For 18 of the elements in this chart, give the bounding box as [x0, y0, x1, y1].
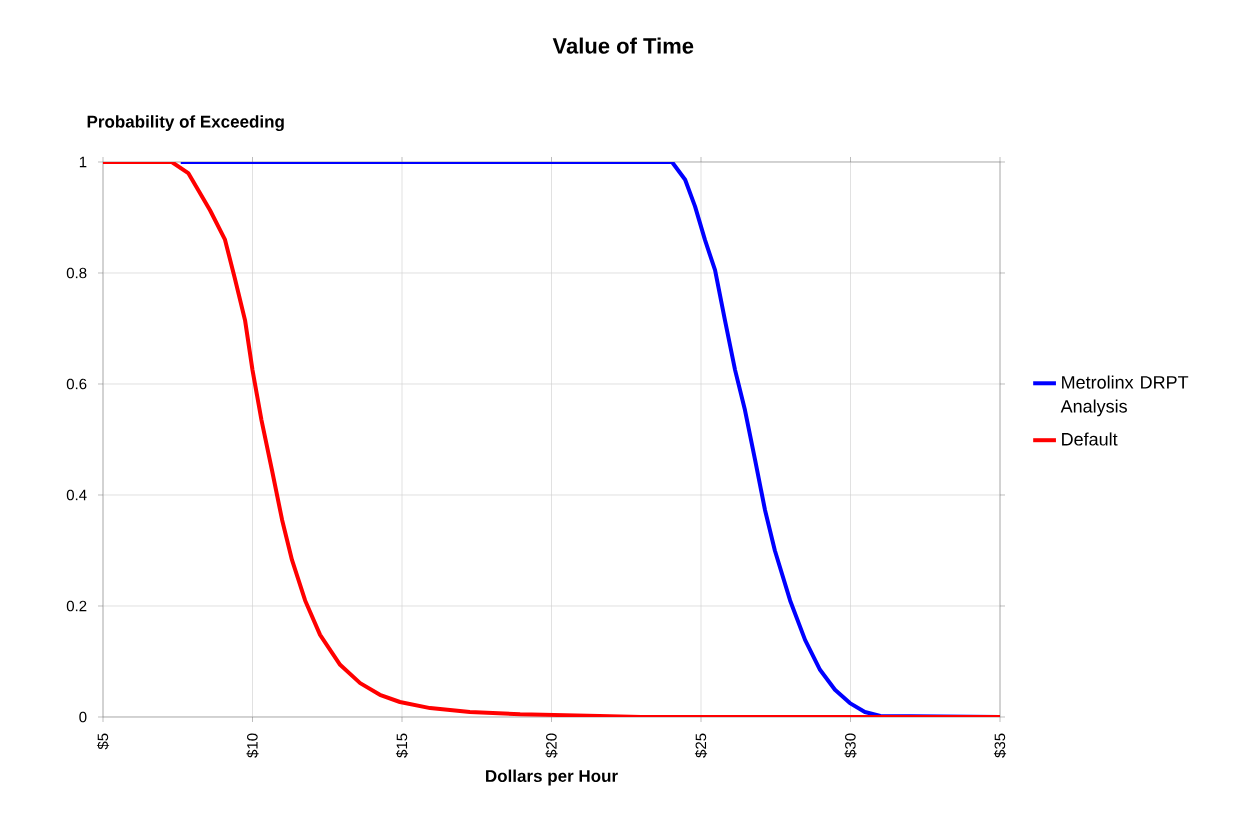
y-tick-label: 0.4	[66, 489, 87, 501]
x-tick-label: $25	[694, 733, 708, 758]
y-tick-label: 0	[79, 711, 87, 723]
y-tick-label: 0.6	[66, 378, 87, 390]
legend-label: Default	[1062, 432, 1118, 446]
x-axis-title: Dollars per Hour	[486, 769, 618, 786]
x-tick-label: $15	[395, 733, 409, 758]
x-tick-label: $35	[993, 733, 1007, 758]
x-tick-label: $5	[96, 733, 110, 750]
legend-label: Metrolinx DRPT Analysis	[1060, 375, 1189, 417]
y-tick-label: 1	[79, 156, 87, 168]
y-tick-label: 0.2	[66, 600, 87, 612]
chart-title: Value of Time	[552, 37, 694, 54]
x-tick-label: $20	[545, 733, 558, 758]
x-tick-label: $10	[246, 733, 259, 758]
x-tick-label: $30	[844, 733, 857, 758]
y-tick-label: 0.8	[66, 267, 87, 279]
y-axis-title: Probability of Exceeding	[87, 115, 284, 132]
